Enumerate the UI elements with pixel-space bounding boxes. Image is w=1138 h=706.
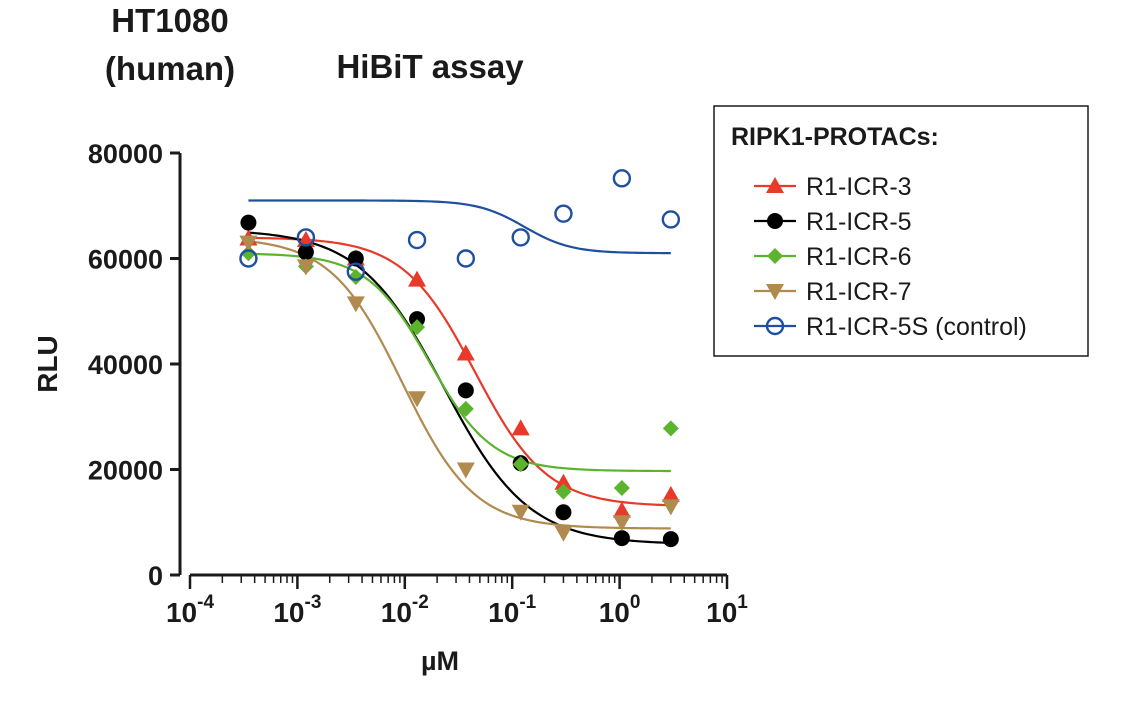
y-tick-label: 40000 [88, 350, 163, 380]
y-axis-label: RLU [32, 335, 63, 393]
title-group: HT1080 (human) HiBiT assay [105, 2, 524, 87]
cell-line-title: HT1080 [111, 2, 228, 39]
data-point-r1-icr-5 [613, 530, 630, 547]
legend-title: RIPK1-PROTACs: [731, 123, 939, 151]
legend-marker-r1-icr-3 [766, 177, 784, 193]
legend-box [713, 105, 1089, 357]
data-point-r1-icr-6 [347, 268, 364, 285]
data-point-r1-icr-3 [661, 485, 680, 502]
y-tick-label: 20000 [88, 456, 163, 486]
data-point-r1-icr-6 [240, 245, 257, 262]
data-point-r1-icr-7 [346, 296, 365, 313]
data-point-r1-icr-7 [239, 235, 258, 252]
x-tick-label: 10-1 [488, 592, 536, 628]
data-point-r1-icr-3 [456, 344, 475, 361]
data-point-r1-icr-3 [408, 270, 427, 287]
data-point-r1-icr-5s-control [456, 249, 476, 268]
legend-label-r1-icr-5: R1-ICR-5 [806, 208, 912, 236]
data-point-r1-icr-6 [555, 483, 572, 500]
data-points [239, 169, 681, 548]
legend-marker-r1-icr-6 [767, 248, 783, 264]
x-axis-ticks: 10-4 10-3 10-2 10-1 100 101 [166, 575, 748, 628]
assay-title: HiBiT assay [336, 48, 524, 85]
data-point-r1-icr-3 [554, 473, 573, 490]
data-point-r1-icr-5s-control [239, 249, 258, 268]
x-axis-label: µM [421, 646, 459, 676]
legend-label-r1-icr-7: R1-ICR-7 [806, 278, 912, 306]
legend-label-r1-icr-6: R1-ICR-6 [806, 243, 912, 271]
data-point-r1-icr-5 [555, 504, 572, 521]
legend-marker-r1-icr-7 [766, 284, 784, 300]
data-point-r1-icr-6 [457, 400, 474, 417]
x-tick-label: 10-3 [273, 592, 321, 628]
data-point-r1-icr-6 [512, 456, 529, 473]
fit-curve-r1-icr-5 [248, 231, 671, 545]
data-point-r1-icr-5s-control [511, 228, 530, 247]
data-point-r1-icr-5s-control [612, 169, 632, 188]
data-point-r1-icr-5 [347, 250, 364, 267]
legend-marker-r1-icr-5s-control [765, 316, 785, 336]
fit-curves [248, 199, 671, 545]
fit-curve-r1-icr-5s-control [248, 199, 671, 255]
x-tick-label: 100 [599, 592, 641, 628]
y-axis-ticks: 0 20000 40000 60000 80000 [88, 139, 180, 591]
legend-label-r1-icr-3: R1-ICR-3 [806, 173, 912, 201]
fit-curve-r1-icr-3 [248, 236, 671, 507]
data-point-r1-icr-7 [661, 499, 680, 516]
data-point-r1-icr-7 [612, 515, 631, 532]
data-point-r1-icr-5s-control [296, 228, 316, 247]
data-point-r1-icr-6 [409, 319, 426, 336]
data-point-r1-icr-7 [296, 259, 315, 276]
data-point-r1-icr-5 [297, 244, 314, 261]
data-point-r1-icr-3 [612, 501, 631, 518]
data-point-r1-icr-7 [408, 391, 427, 408]
fit-curve-r1-icr-6 [248, 252, 671, 473]
y-tick-label: 60000 [88, 245, 163, 275]
data-point-r1-icr-6 [662, 420, 679, 437]
fit-curve-r1-icr-7 [248, 240, 671, 530]
legend-items: R1-ICR-3 R1-ICR-5 R1-ICR-6 R1-ICR-7 R1-ICR-5… [754, 173, 1027, 341]
data-point-r1-icr-5s-control [661, 210, 681, 229]
data-point-r1-icr-5s-control [346, 262, 366, 281]
data-point-r1-icr-7 [456, 462, 475, 479]
data-point-r1-icr-5 [662, 531, 679, 548]
data-point-r1-icr-3 [511, 419, 530, 436]
x-tick-label: 10-4 [166, 592, 214, 628]
data-point-r1-icr-5s-control [407, 230, 427, 250]
y-tick-label: 0 [148, 561, 163, 591]
data-point-r1-icr-7 [511, 504, 530, 521]
data-point-r1-icr-5s-control [554, 204, 573, 223]
data-point-r1-icr-6 [613, 479, 630, 496]
data-point-r1-icr-5 [240, 214, 257, 231]
data-point-r1-icr-5 [457, 382, 474, 399]
y-tick-label: 80000 [88, 139, 163, 169]
data-point-r1-icr-7 [554, 525, 573, 542]
legend-label-r1-icr-5s-control: R1-ICR-5S (control) [806, 313, 1027, 341]
species-subtitle: (human) [105, 50, 235, 87]
x-tick-label: 10-2 [381, 592, 429, 628]
legend: RIPK1-PROTACs: R1-ICR-3R1-ICR-5R1-ICR-6R… [713, 105, 1089, 357]
legend-marker-r1-icr-5 [767, 213, 783, 229]
x-tick-label: 101 [706, 592, 748, 628]
